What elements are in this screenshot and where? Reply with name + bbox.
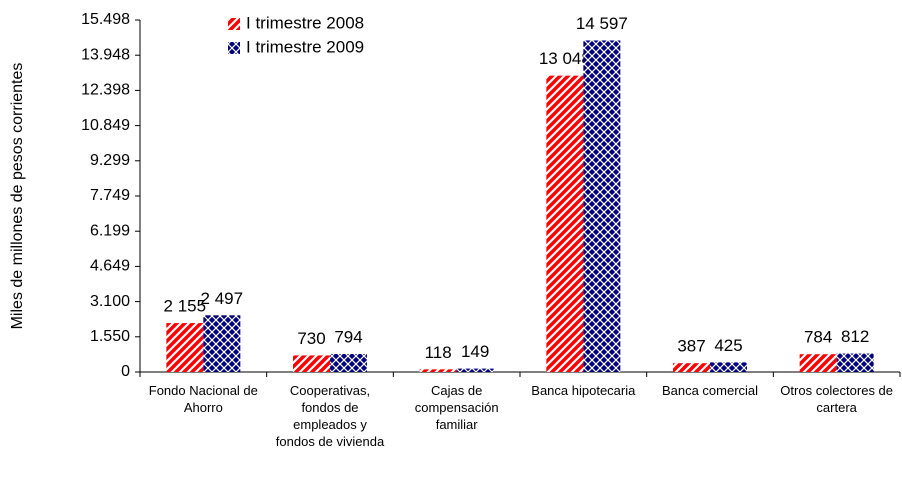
y-tick-label: 12.398 [81,82,130,99]
value-label: 2 155 [164,297,207,316]
value-label: 2 497 [201,289,244,308]
bar [293,355,330,372]
bar [166,323,204,372]
x-tick-label-box: Otros colectores de cartera [780,383,894,415]
legend-label: I trimestre 2008 [246,13,364,32]
x-tick-label: Fondo Nacional de Ahorro [148,383,258,415]
bar [330,353,367,372]
x-tick-label-box: Fondo Nacional de Ahorro [148,383,258,415]
value-label: 794 [334,327,362,346]
bar [583,40,621,373]
y-tick-label: 4.649 [90,258,130,275]
value-label: 425 [714,336,742,355]
value-label: 149 [461,342,489,361]
bar [419,369,457,372]
x-tick-label: Banca comercial [661,383,759,398]
legend-label: I trimestre 2009 [246,37,364,56]
x-tick-label-box: Cooperativas, fondos de empleados y fond… [275,383,385,449]
y-tick-label: 3.100 [90,293,130,310]
y-tick-label: 6.199 [90,222,130,239]
x-tick-label-box: Banca comercial [661,383,759,398]
legend-swatch [228,18,240,30]
y-tick-label: 10.849 [81,117,130,134]
value-label: 812 [841,327,869,346]
y-tick-label: 9.299 [90,152,130,169]
value-label: 13 048 [539,49,591,68]
x-tick-label-box: Cajas de compensación familiar [414,383,499,432]
value-label: 730 [297,329,325,348]
bar [673,363,710,372]
y-tick-label: 15.498 [81,11,130,28]
x-tick-label: Banca hipotecaria [531,383,636,398]
bar [710,362,747,372]
y-tick-label: 13.948 [81,46,130,63]
value-label: 784 [804,328,832,347]
bar [203,315,241,372]
y-tick-label: 1.550 [90,328,130,345]
x-tick-label: Cajas de compensación familiar [414,383,499,432]
y-tick-label: 0 [121,363,130,380]
bar [799,354,837,372]
value-label: 118 [425,343,452,362]
value-label: 14 597 [576,14,628,33]
x-tick-label: Cooperativas, fondos de empleados y fond… [275,383,385,449]
bar [456,368,494,372]
legend-swatch [228,42,240,54]
x-tick-label-box: Banca hipotecaria [531,383,636,398]
value-label: 387 [677,337,705,356]
y-tick-label: 7.749 [90,187,130,204]
y-axis-label: Miles de millones de pesos corrientes [9,63,26,330]
x-tick-label: Otros colectores de cartera [780,383,894,415]
bar [546,75,584,373]
bar [836,353,874,372]
